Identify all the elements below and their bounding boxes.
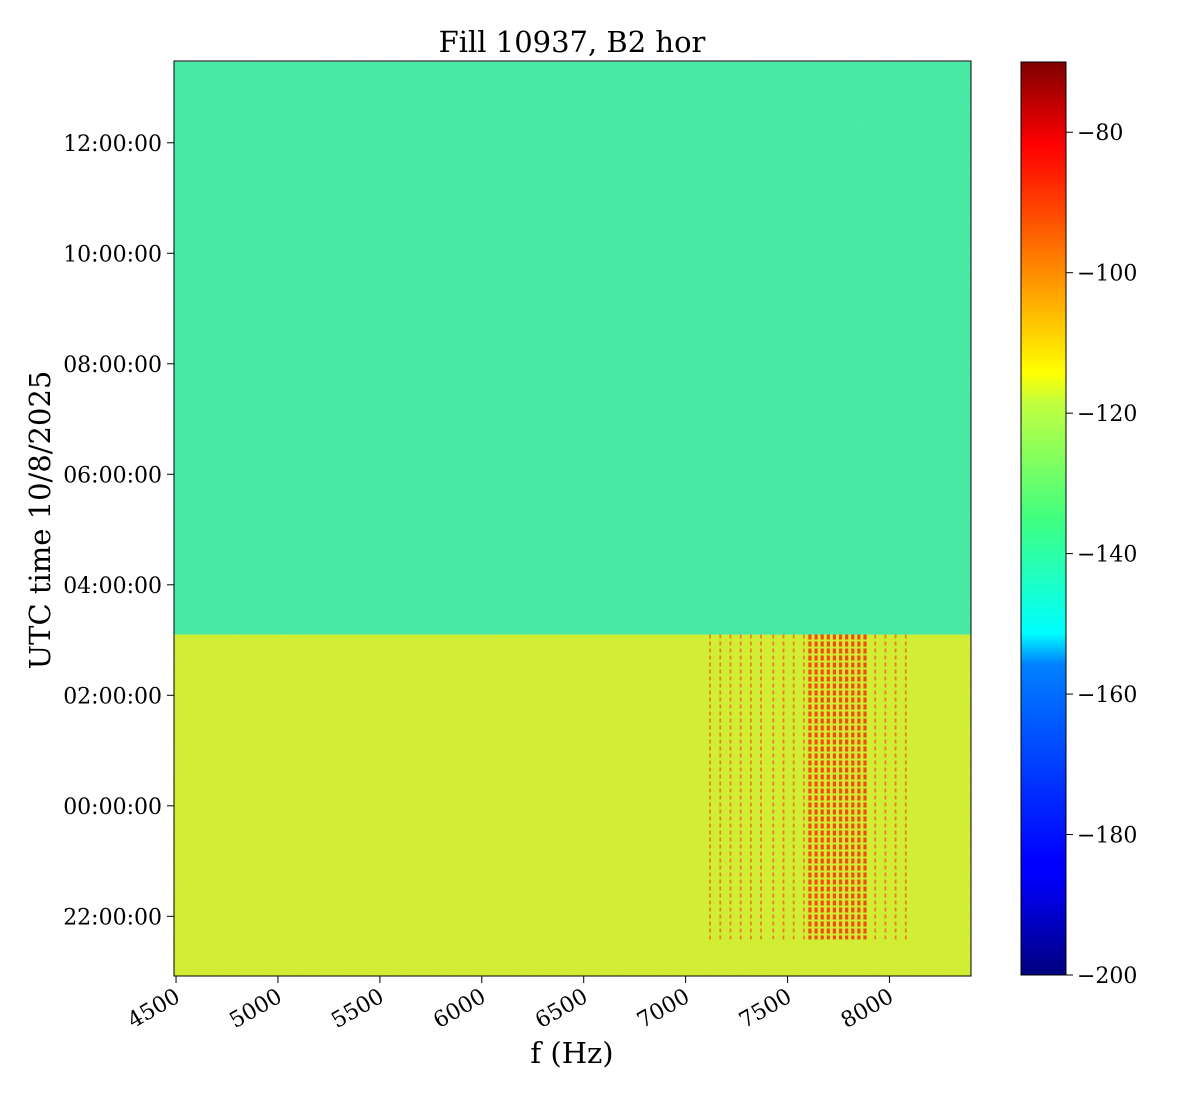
x-axis-label: f (Hz): [530, 1036, 613, 1070]
x-tick-label: 7500: [735, 984, 796, 1034]
colorbar-tick-label: −160: [1077, 683, 1137, 708]
y-axis-label: UTC time 10/8/2025: [23, 371, 57, 670]
y-tick-label: 12:00:00: [63, 132, 162, 157]
colorbar-tick-label: −200: [1077, 964, 1137, 989]
beam-band-noise: [174, 634, 971, 976]
x-axis: 4500 5000 5500 6000 6500 7000 7500 8000: [124, 976, 898, 1034]
plot-frame: [173, 60, 972, 977]
x-tick-label: 7000: [633, 984, 694, 1034]
quiet-band-noise: [174, 61, 971, 635]
chart-title: Fill 10937, B2 hor: [439, 25, 706, 59]
spectrogram-plot-area: [174, 61, 971, 976]
y-tick-label: 06:00:00: [63, 463, 162, 488]
colorbar: [1020, 61, 1067, 976]
x-tick-label: 8000: [837, 984, 898, 1034]
y-tick-label: 22:00:00: [63, 905, 162, 930]
colorbar-tick-label: −80: [1077, 121, 1123, 146]
x-tick-label: 6500: [531, 984, 592, 1034]
y-axis: 22:00:00 00:00:00 02:00:00 04:00:00 06:00:00…: [63, 132, 174, 930]
y-tick-label: 04:00:00: [63, 574, 162, 599]
x-tick-label: 5000: [225, 984, 286, 1034]
x-tick-label: 4500: [124, 984, 185, 1034]
y-tick-label: 02:00:00: [63, 684, 162, 709]
colorbar-axis: −80 −100 −120 −140 −160 −180 −200: [1066, 121, 1137, 989]
y-tick-label: 10:00:00: [63, 242, 162, 267]
colorbar-tick-label: −120: [1077, 402, 1137, 427]
spectral-lines: [709, 634, 907, 940]
colorbar-tick-label: −180: [1077, 824, 1137, 849]
x-tick-label: 6000: [429, 984, 490, 1034]
colorbar-tick-label: −140: [1077, 543, 1137, 568]
y-tick-label: 08:00:00: [63, 353, 162, 378]
x-tick-label: 5500: [327, 984, 388, 1034]
y-tick-label: 00:00:00: [63, 795, 162, 820]
colorbar-tick-label: −100: [1077, 262, 1137, 287]
